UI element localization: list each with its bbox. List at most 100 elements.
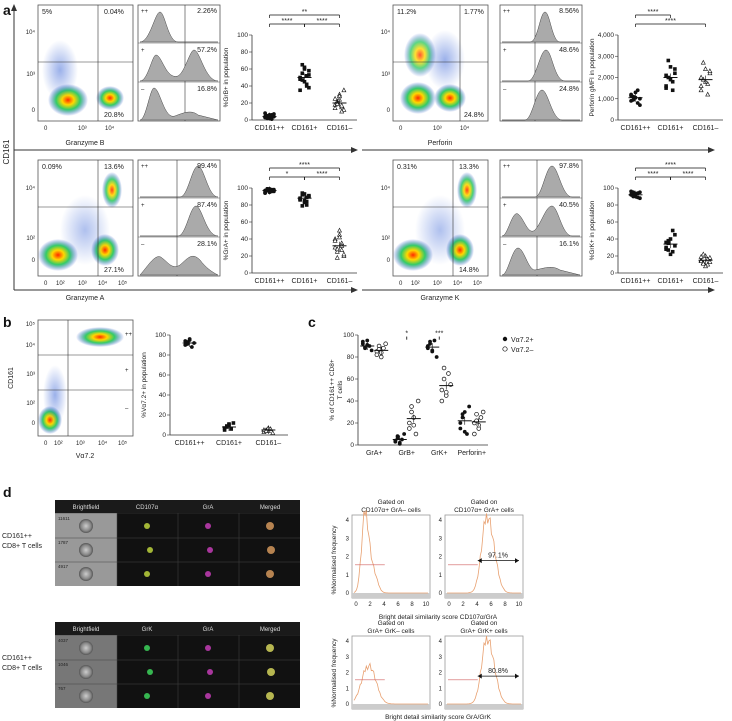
- data-point: [263, 111, 267, 116]
- x-tick-label: CD161–: [327, 125, 353, 132]
- svg-text:24.8%: 24.8%: [559, 86, 579, 93]
- significance-label: ****: [665, 18, 676, 25]
- imaging-top-grid: Brightfield CD107α GrA Merged 11611 1787…: [55, 500, 300, 586]
- y-tick-label: 20: [347, 420, 355, 427]
- granzyme-a-arrow-head: [351, 287, 358, 293]
- gra-q-ur: 13.6%: [104, 164, 124, 171]
- gate-arrow-right: [515, 673, 519, 679]
- data-point: [383, 341, 388, 347]
- panel-label-c: c: [308, 314, 316, 330]
- data-point: [222, 428, 227, 432]
- gate-arrow-left: [477, 558, 482, 564]
- data-point: [409, 409, 414, 415]
- svg-text:48.6%: 48.6%: [559, 47, 579, 54]
- data-point: [298, 197, 302, 201]
- x-tick-label: CD161++: [621, 125, 651, 132]
- gate-percent: 97.1%: [488, 553, 508, 560]
- hist-x-tick: 0: [354, 602, 358, 608]
- data-point: [360, 339, 365, 344]
- y-axis-label: %Vα7.2+ in population: [141, 352, 148, 418]
- data-point: [415, 398, 421, 404]
- data-point: [300, 71, 305, 76]
- svg-text:2.26%: 2.26%: [197, 8, 217, 15]
- svg-text:–: –: [141, 87, 145, 93]
- data-point: [698, 83, 704, 88]
- data-point: [670, 249, 675, 254]
- svg-text:+: +: [503, 48, 507, 54]
- svg-text:GrA: GrA: [203, 505, 214, 511]
- data-point: [302, 79, 307, 84]
- legend-vα72-neg: Vα7.2–: [511, 347, 533, 354]
- svg-text:40.5%: 40.5%: [559, 202, 579, 209]
- data-point: [307, 85, 311, 90]
- data-point: [334, 246, 340, 252]
- svg-text:++: ++: [503, 164, 511, 170]
- svg-text:16.8%: 16.8%: [197, 86, 217, 93]
- svg-text:16.1%: 16.1%: [559, 241, 579, 248]
- svg-text:10⁴: 10⁴: [381, 185, 391, 192]
- y-tick-label: 40: [241, 236, 249, 243]
- hist-y-tick: 0: [439, 591, 443, 597]
- hist-x-tick: 4: [382, 602, 386, 608]
- data-point: [670, 228, 675, 233]
- cd161-cells-scatter-chart: 0 20 40 60 80 100 % of CD161++ CD8+ T cells GrA+…: [329, 331, 534, 457]
- significance-label: ****: [648, 171, 659, 178]
- hist-y-tick: 3: [439, 536, 443, 542]
- significance-label: **: [302, 9, 308, 16]
- data-point: [472, 431, 477, 437]
- gra-histograms: ++ + – 99.4% 87.4% 28.1%: [137, 159, 221, 277]
- gra-q-ul: 0.09%: [42, 164, 62, 171]
- y-tick-label: 40: [241, 83, 249, 90]
- cd161-axis-label: CD161: [2, 139, 11, 164]
- y-tick-label: 0: [162, 432, 166, 439]
- data-point: [413, 431, 419, 437]
- data-point: [334, 254, 340, 260]
- panel-label-a: a: [3, 2, 11, 18]
- svg-text:10⁴: 10⁴: [98, 280, 108, 287]
- svg-text:GrK: GrK: [142, 627, 153, 633]
- gate-percent: 80.8%: [488, 668, 508, 675]
- x-tick-label: CD161++: [175, 440, 205, 447]
- data-point: [441, 365, 447, 371]
- svg-text:10⁴: 10⁴: [105, 125, 115, 132]
- hist-line: [353, 510, 428, 594]
- svg-text:767: 767: [58, 686, 66, 691]
- x-tick-label: CD161+: [292, 125, 318, 132]
- svg-text:++: ++: [503, 9, 511, 15]
- x-tick-label: CD161–: [255, 440, 281, 447]
- hist-x-tick: 0: [447, 602, 451, 608]
- data-point: [341, 87, 347, 93]
- hist-x-tick: 2: [461, 602, 465, 608]
- data-point: [458, 426, 463, 431]
- gra-scatter-chart: 0 20 40 60 80 100 %GrA+ in population CD161++ CD…: [223, 162, 357, 285]
- data-point: [635, 88, 640, 93]
- significance-label: *: [405, 331, 408, 338]
- hist-title-2: CD107α+ GrA+ cells: [454, 507, 515, 514]
- data-point: [402, 432, 407, 436]
- data-point: [444, 389, 449, 395]
- data-point: [460, 415, 465, 420]
- y-tick-label: 80: [347, 354, 355, 361]
- y-axis-label: % of CD161++ CD8+: [329, 359, 336, 420]
- data-point: [664, 84, 668, 88]
- svg-text:10³: 10³: [26, 72, 35, 78]
- data-point: [411, 422, 417, 428]
- svg-text:0: 0: [32, 108, 36, 114]
- svg-text:0: 0: [44, 281, 48, 287]
- data-point: [664, 73, 668, 78]
- x-tick-label: GrK+: [431, 450, 448, 457]
- y-axis-label: Perforin gMFI in population: [589, 38, 596, 116]
- y-tick-label: 0: [244, 117, 248, 124]
- data-point: [302, 192, 307, 196]
- significance-label: ****: [648, 9, 659, 16]
- y-tick-label: 60: [347, 376, 355, 383]
- y-tick-label: 3,000: [598, 53, 615, 60]
- grk-xlabel: Granzyme K: [421, 295, 460, 302]
- svg-text:+: +: [141, 203, 145, 209]
- y-tick-label: 0: [610, 117, 614, 124]
- data-point: [304, 199, 309, 204]
- hist-title-2: CD107α+ GrA– cells: [361, 507, 421, 514]
- hist-y-tick: 2: [439, 555, 443, 561]
- hist-baseline: [445, 593, 523, 598]
- grb-scatter-chart: 0 20 40 60 80 100 %GrB+ in population CD161++ CD…: [223, 9, 357, 132]
